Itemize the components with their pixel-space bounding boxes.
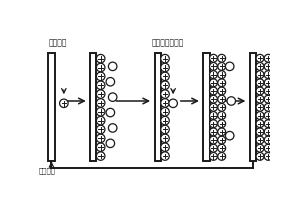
Circle shape xyxy=(96,63,105,72)
Circle shape xyxy=(227,97,236,105)
Circle shape xyxy=(209,95,217,103)
Circle shape xyxy=(264,103,272,111)
Circle shape xyxy=(218,128,226,136)
Circle shape xyxy=(108,93,117,101)
Circle shape xyxy=(218,120,226,128)
Circle shape xyxy=(209,152,217,160)
Circle shape xyxy=(256,144,264,152)
Circle shape xyxy=(106,78,115,86)
Circle shape xyxy=(161,134,169,143)
Circle shape xyxy=(209,112,217,119)
Circle shape xyxy=(161,152,169,160)
Circle shape xyxy=(218,152,226,160)
Circle shape xyxy=(96,99,105,107)
Circle shape xyxy=(96,90,105,98)
Circle shape xyxy=(256,54,264,62)
Bar xyxy=(250,53,256,161)
Circle shape xyxy=(264,120,272,128)
Circle shape xyxy=(96,108,105,116)
Circle shape xyxy=(218,95,226,103)
Circle shape xyxy=(264,63,272,70)
Text: 分子印迹聚合物: 分子印迹聚合物 xyxy=(152,38,184,47)
Circle shape xyxy=(169,99,177,108)
Circle shape xyxy=(264,112,272,119)
Circle shape xyxy=(161,143,169,151)
Circle shape xyxy=(264,136,272,144)
Circle shape xyxy=(96,116,105,125)
Bar xyxy=(90,53,96,161)
Circle shape xyxy=(161,116,169,125)
Circle shape xyxy=(218,87,226,95)
Circle shape xyxy=(96,54,105,63)
Bar xyxy=(154,53,161,161)
Bar xyxy=(203,53,209,161)
Circle shape xyxy=(256,87,264,95)
Circle shape xyxy=(209,136,217,144)
Circle shape xyxy=(106,139,115,148)
Circle shape xyxy=(161,54,169,63)
Circle shape xyxy=(218,103,226,111)
Circle shape xyxy=(60,99,68,108)
Circle shape xyxy=(264,95,272,103)
Circle shape xyxy=(264,128,272,136)
Circle shape xyxy=(218,54,226,62)
Circle shape xyxy=(209,54,217,62)
Circle shape xyxy=(96,143,105,151)
Circle shape xyxy=(218,144,226,152)
Circle shape xyxy=(161,90,169,98)
Circle shape xyxy=(264,79,272,87)
Circle shape xyxy=(264,87,272,95)
Circle shape xyxy=(209,87,217,95)
Circle shape xyxy=(96,125,105,134)
Circle shape xyxy=(256,152,264,160)
Circle shape xyxy=(108,62,117,71)
Circle shape xyxy=(96,72,105,81)
Circle shape xyxy=(209,120,217,128)
Circle shape xyxy=(161,108,169,116)
Circle shape xyxy=(256,112,264,119)
Circle shape xyxy=(96,134,105,143)
Circle shape xyxy=(161,63,169,72)
Circle shape xyxy=(209,128,217,136)
Circle shape xyxy=(209,103,217,111)
Text: 工作电极: 工作电极 xyxy=(38,167,55,174)
Bar xyxy=(48,53,55,161)
Circle shape xyxy=(218,71,226,79)
Circle shape xyxy=(256,103,264,111)
Circle shape xyxy=(108,124,117,132)
Circle shape xyxy=(256,79,264,87)
Circle shape xyxy=(264,152,272,160)
Circle shape xyxy=(218,79,226,87)
Text: 纳米材料: 纳米材料 xyxy=(48,38,67,47)
Circle shape xyxy=(264,144,272,152)
Circle shape xyxy=(96,152,105,160)
Circle shape xyxy=(256,136,264,144)
Circle shape xyxy=(264,54,272,62)
Circle shape xyxy=(161,99,169,107)
Circle shape xyxy=(209,63,217,70)
Circle shape xyxy=(264,71,272,79)
Circle shape xyxy=(256,63,264,70)
Circle shape xyxy=(161,81,169,89)
Circle shape xyxy=(256,95,264,103)
Circle shape xyxy=(209,144,217,152)
Circle shape xyxy=(256,120,264,128)
Circle shape xyxy=(218,136,226,144)
Circle shape xyxy=(209,71,217,79)
Circle shape xyxy=(218,63,226,70)
Circle shape xyxy=(161,125,169,134)
Circle shape xyxy=(106,108,115,117)
Circle shape xyxy=(96,81,105,89)
Circle shape xyxy=(225,62,234,71)
Circle shape xyxy=(225,131,234,140)
Circle shape xyxy=(218,112,226,119)
Circle shape xyxy=(256,71,264,79)
Circle shape xyxy=(256,128,264,136)
Circle shape xyxy=(209,79,217,87)
Circle shape xyxy=(161,72,169,81)
